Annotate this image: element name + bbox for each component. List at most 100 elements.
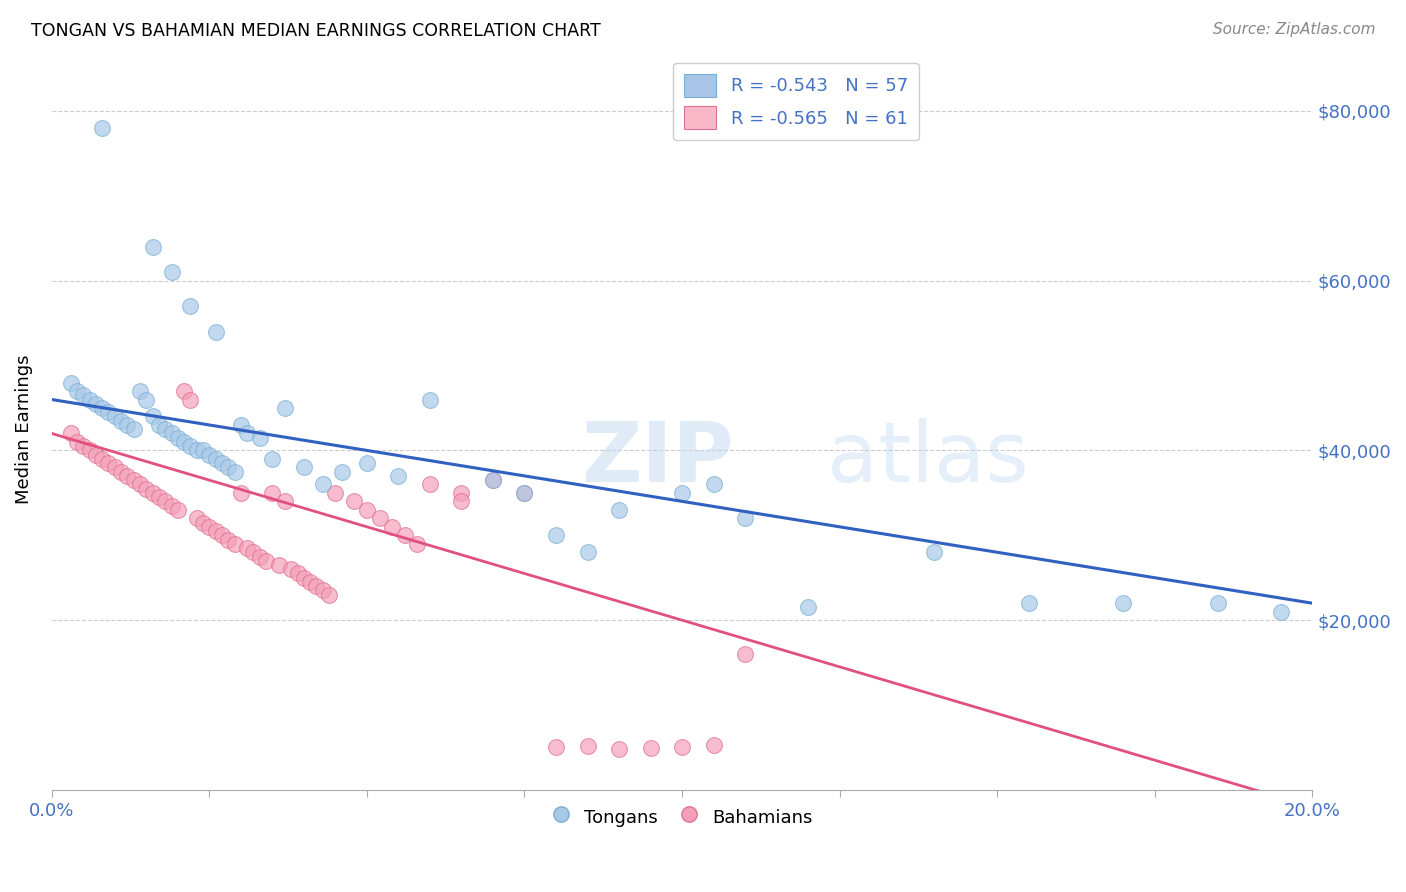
Point	[84, 448, 107, 462]
Point	[122, 422, 145, 436]
Point	[576, 739, 599, 753]
Point	[236, 426, 259, 441]
Point	[217, 460, 239, 475]
Point	[267, 558, 290, 572]
Point	[155, 494, 177, 508]
Point	[129, 384, 152, 398]
Point	[91, 401, 114, 415]
Point	[330, 465, 353, 479]
Point	[191, 443, 214, 458]
Point	[419, 477, 441, 491]
Point	[394, 528, 416, 542]
Point	[368, 511, 391, 525]
Point	[576, 545, 599, 559]
Point	[79, 443, 101, 458]
Point	[797, 600, 820, 615]
Point	[135, 482, 157, 496]
Point	[356, 503, 378, 517]
Point	[191, 516, 214, 530]
Point	[450, 494, 472, 508]
Point	[406, 537, 429, 551]
Point	[703, 477, 725, 491]
Point	[66, 384, 89, 398]
Point	[419, 392, 441, 407]
Point	[262, 486, 284, 500]
Point	[312, 583, 335, 598]
Point	[280, 562, 302, 576]
Point	[544, 528, 567, 542]
Point	[318, 588, 340, 602]
Point	[59, 426, 82, 441]
Point	[305, 579, 328, 593]
Point	[122, 473, 145, 487]
Point	[325, 486, 347, 500]
Point	[66, 434, 89, 449]
Point	[110, 414, 132, 428]
Point	[224, 537, 246, 551]
Point	[299, 574, 322, 589]
Point	[343, 494, 366, 508]
Point	[104, 460, 127, 475]
Point	[117, 417, 139, 432]
Legend: Tongans, Bahamians: Tongans, Bahamians	[544, 798, 820, 835]
Point	[142, 409, 165, 424]
Point	[155, 422, 177, 436]
Point	[79, 392, 101, 407]
Point	[513, 486, 536, 500]
Point	[922, 545, 945, 559]
Point	[160, 426, 183, 441]
Point	[671, 739, 693, 754]
Point	[72, 439, 94, 453]
Point	[198, 520, 221, 534]
Point	[262, 451, 284, 466]
Point	[179, 439, 201, 453]
Point	[59, 376, 82, 390]
Point	[1270, 605, 1292, 619]
Point	[186, 443, 208, 458]
Point	[142, 486, 165, 500]
Point	[186, 511, 208, 525]
Point	[482, 473, 505, 487]
Point	[217, 533, 239, 547]
Y-axis label: Median Earnings: Median Earnings	[15, 354, 32, 504]
Point	[224, 465, 246, 479]
Point	[198, 448, 221, 462]
Point	[1018, 596, 1040, 610]
Point	[173, 434, 195, 449]
Point	[1112, 596, 1135, 610]
Point	[482, 473, 505, 487]
Point	[450, 486, 472, 500]
Point	[211, 528, 233, 542]
Point	[72, 388, 94, 402]
Point	[513, 486, 536, 500]
Point	[381, 520, 404, 534]
Point	[249, 431, 271, 445]
Point	[179, 299, 201, 313]
Text: atlas: atlas	[827, 417, 1029, 499]
Point	[242, 545, 264, 559]
Point	[734, 511, 756, 525]
Point	[204, 451, 226, 466]
Point	[287, 566, 309, 581]
Point	[387, 469, 409, 483]
Point	[640, 741, 662, 756]
Point	[91, 120, 114, 135]
Point	[166, 503, 188, 517]
Point	[160, 265, 183, 279]
Point	[142, 240, 165, 254]
Point	[211, 456, 233, 470]
Point	[110, 465, 132, 479]
Point	[703, 738, 725, 752]
Point	[204, 325, 226, 339]
Point	[292, 460, 315, 475]
Text: ZIP: ZIP	[581, 417, 734, 499]
Point	[607, 742, 630, 756]
Point	[734, 647, 756, 661]
Point	[97, 405, 120, 419]
Point	[607, 503, 630, 517]
Point	[249, 549, 271, 564]
Point	[229, 486, 252, 500]
Point	[129, 477, 152, 491]
Point	[97, 456, 120, 470]
Point	[236, 541, 259, 555]
